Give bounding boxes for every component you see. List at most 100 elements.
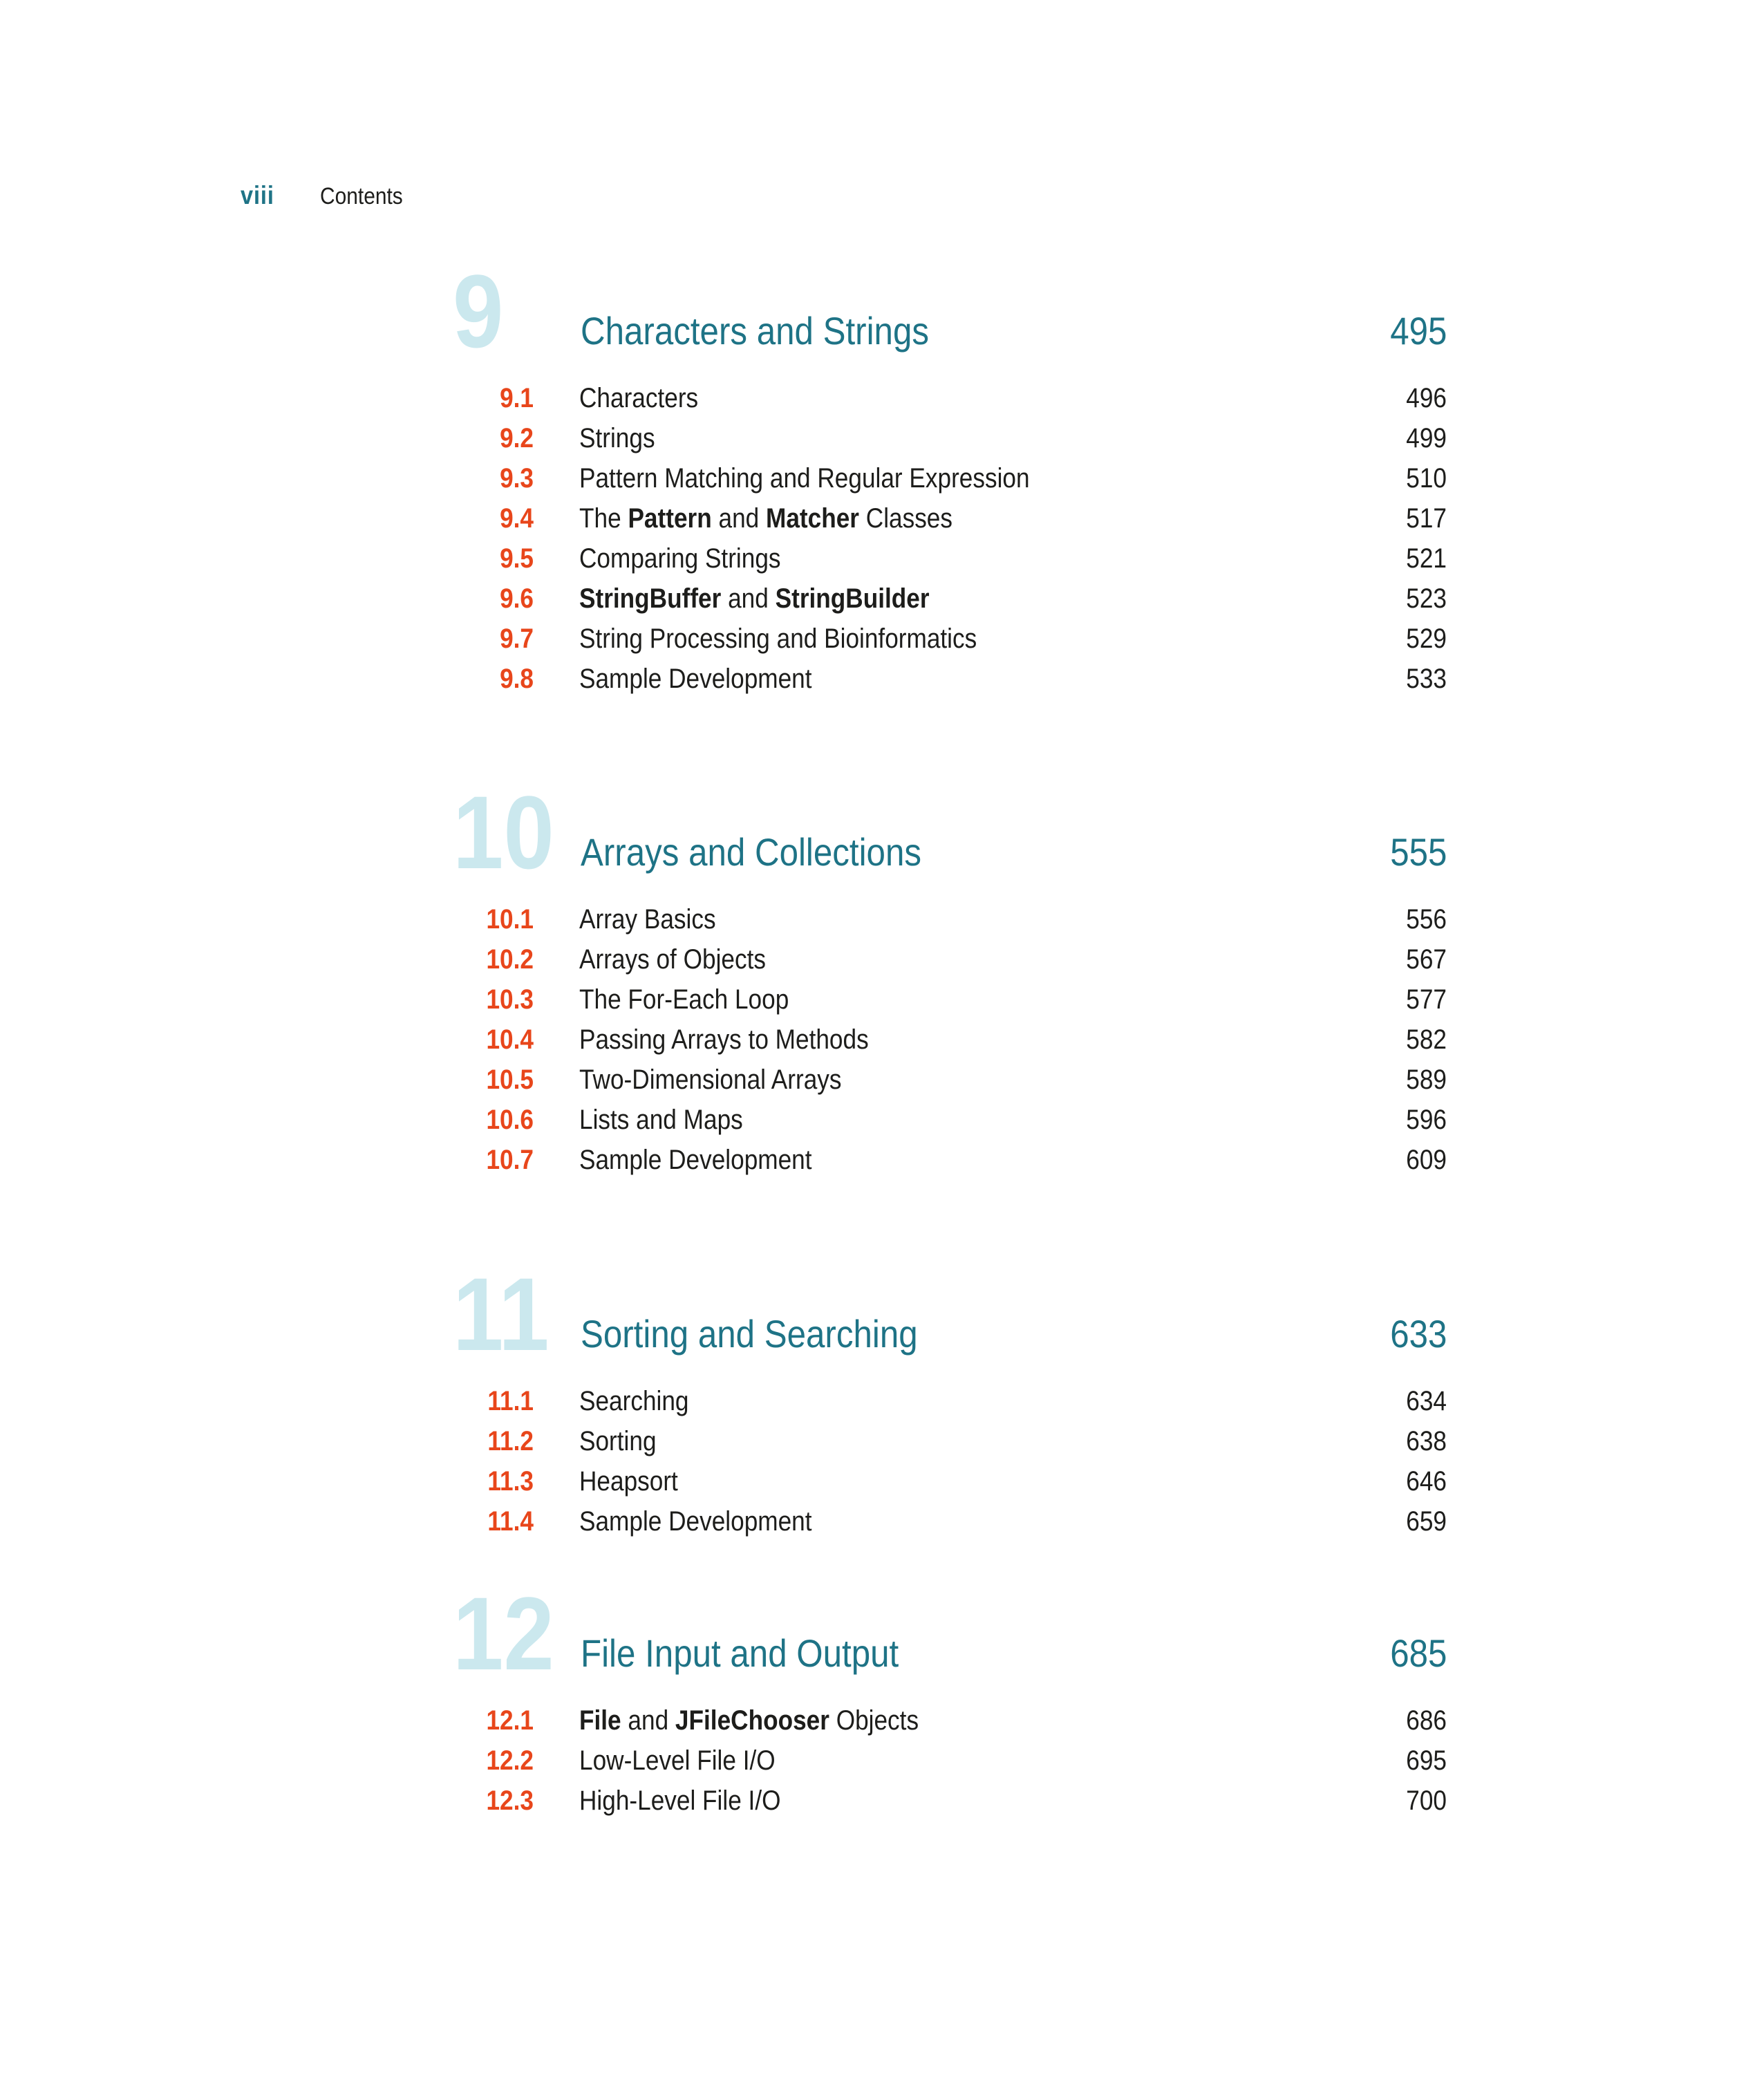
chapter-heading: 9 Characters and Strings 495 xyxy=(0,259,1447,363)
section-list: 10.1 Array Basics 556 10.2 Arrays of Obj… xyxy=(0,899,1737,1180)
section-number: 9.8 xyxy=(500,664,534,694)
section-page-number: 499 xyxy=(1406,423,1447,453)
section-entry: 9.3 Pattern Matching and Regular Express… xyxy=(0,458,1447,498)
chapter-title: Sorting and Searching xyxy=(581,1312,918,1356)
section-number: 10.5 xyxy=(486,1065,534,1095)
section-page-number: 596 xyxy=(1406,1105,1447,1135)
section-entry: 12.2 Low-Level File I/O 695 xyxy=(0,1741,1447,1781)
section-entry: 10.1 Array Basics 556 xyxy=(0,899,1447,939)
section-page-number: 556 xyxy=(1406,904,1447,935)
section-entry: 10.6 Lists and Maps 596 xyxy=(0,1100,1447,1140)
section-page-number: 695 xyxy=(1406,1745,1447,1776)
section-number: 10.1 xyxy=(486,904,534,935)
section-page-number: 638 xyxy=(1406,1426,1447,1456)
chapter-entry: 9 Characters and Strings 495 9.1 Charact… xyxy=(0,259,1737,699)
section-title: Comparing Strings xyxy=(579,543,781,574)
section-entry: 10.3 The For-Each Loop 577 xyxy=(0,979,1447,1020)
section-number: 9.7 xyxy=(500,624,534,654)
chapter-page-number: 633 xyxy=(1389,1312,1447,1356)
section-title: High-Level File I/O xyxy=(579,1785,781,1816)
section-page-number: 582 xyxy=(1406,1024,1447,1055)
section-title: The Pattern and Matcher Classes xyxy=(579,503,952,534)
section-number: 9.4 xyxy=(500,503,534,534)
section-title: Sample Development xyxy=(579,1145,812,1175)
section-number: 11.2 xyxy=(487,1426,534,1456)
chapter-heading: 10 Arrays and Collections 555 xyxy=(0,780,1447,884)
table-of-contents: 9 Characters and Strings 495 9.1 Charact… xyxy=(0,259,1737,1821)
section-entry: 9.2 Strings 499 xyxy=(0,418,1447,458)
folio-page-number: viii xyxy=(241,181,274,209)
section-number: 9.6 xyxy=(500,583,534,614)
section-title: String Processing and Bioinformatics xyxy=(579,624,977,654)
chapter-page-number: 685 xyxy=(1389,1631,1447,1675)
section-entry: 9.4 The Pattern and Matcher Classes 517 xyxy=(0,498,1447,538)
section-title: Array Basics xyxy=(579,904,716,935)
section-page-number: 609 xyxy=(1406,1145,1447,1175)
section-title: Sample Development xyxy=(579,664,812,694)
section-number: 10.3 xyxy=(486,984,534,1015)
section-entry: 11.1 Searching 634 xyxy=(0,1381,1447,1421)
chapter-entry: 10 Arrays and Collections 555 10.1 Array… xyxy=(0,780,1737,1180)
section-number: 12.1 xyxy=(486,1705,534,1736)
section-entry: 10.7 Sample Development 609 xyxy=(0,1140,1447,1180)
section-page-number: 634 xyxy=(1406,1386,1447,1416)
section-entry: 12.3 High-Level File I/O 700 xyxy=(0,1781,1447,1821)
section-entry: 10.5 Two-Dimensional Arrays 589 xyxy=(0,1060,1447,1100)
chapter-number: 9 xyxy=(453,253,504,369)
section-title: Heapsort xyxy=(579,1466,678,1497)
section-page-number: 521 xyxy=(1406,543,1447,574)
section-number: 11.3 xyxy=(487,1466,534,1497)
chapter-number: 10 xyxy=(453,774,554,890)
section-number: 9.1 xyxy=(500,383,534,413)
section-title: Lists and Maps xyxy=(579,1105,743,1135)
section-number: 10.4 xyxy=(486,1024,534,1055)
section-page-number: 577 xyxy=(1406,984,1447,1015)
section-page-number: 533 xyxy=(1406,664,1447,694)
section-title: Sample Development xyxy=(579,1506,812,1537)
section-list: 9.1 Characters 496 9.2 Strings 499 9.3 P… xyxy=(0,378,1737,699)
section-title: The For-Each Loop xyxy=(579,984,789,1015)
section-number: 10.2 xyxy=(486,944,534,975)
section-page-number: 659 xyxy=(1406,1506,1447,1537)
section-title: Low-Level File I/O xyxy=(579,1745,776,1776)
section-number: 11.4 xyxy=(487,1506,534,1537)
section-number: 11.1 xyxy=(487,1386,534,1416)
section-title: Passing Arrays to Methods xyxy=(579,1024,869,1055)
section-number: 12.2 xyxy=(486,1745,534,1776)
section-list: 12.1 File and JFileChooser Objects 686 1… xyxy=(0,1700,1737,1821)
chapter-heading: 11 Sorting and Searching 633 xyxy=(0,1262,1447,1366)
chapter-page-number: 495 xyxy=(1389,309,1447,353)
chapter-page-number: 555 xyxy=(1389,830,1447,874)
running-head: Contents xyxy=(320,183,404,209)
section-page-number: 589 xyxy=(1406,1065,1447,1095)
section-number: 12.3 xyxy=(486,1785,534,1816)
section-title: Searching xyxy=(579,1386,689,1416)
section-title: Two-Dimensional Arrays xyxy=(579,1065,842,1095)
chapter-number: 11 xyxy=(453,1256,550,1372)
section-number: 10.7 xyxy=(486,1145,534,1175)
chapter-entry: 12 File Input and Output 685 12.1 File a… xyxy=(0,1582,1737,1821)
section-title: Arrays of Objects xyxy=(579,944,766,975)
chapter-heading: 12 File Input and Output 685 xyxy=(0,1582,1447,1685)
section-page-number: 686 xyxy=(1406,1705,1447,1736)
chapter-title: File Input and Output xyxy=(581,1631,899,1675)
section-title: File and JFileChooser Objects xyxy=(579,1705,919,1736)
section-entry: 11.3 Heapsort 646 xyxy=(0,1461,1447,1501)
page-header: viii Contents xyxy=(241,181,415,210)
section-entry: 9.1 Characters 496 xyxy=(0,378,1447,418)
section-entry: 10.2 Arrays of Objects 567 xyxy=(0,939,1447,979)
section-entry: 11.4 Sample Development 659 xyxy=(0,1501,1447,1541)
section-title: Characters xyxy=(579,383,699,413)
section-page-number: 567 xyxy=(1406,944,1447,975)
section-entry: 11.2 Sorting 638 xyxy=(0,1421,1447,1461)
chapter-entry: 11 Sorting and Searching 633 11.1 Search… xyxy=(0,1262,1737,1541)
section-entry: 9.7 String Processing and Bioinformatics… xyxy=(0,619,1447,659)
chapter-number: 12 xyxy=(453,1575,554,1691)
chapter-title: Characters and Strings xyxy=(581,309,929,353)
section-entry: 9.5 Comparing Strings 521 xyxy=(0,538,1447,579)
section-number: 10.6 xyxy=(486,1105,534,1135)
section-title: Strings xyxy=(579,423,655,453)
section-entry: 9.8 Sample Development 533 xyxy=(0,659,1447,699)
section-number: 9.2 xyxy=(500,423,534,453)
